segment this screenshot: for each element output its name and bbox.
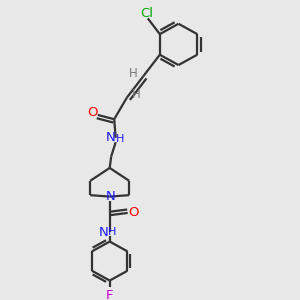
Text: N: N	[105, 190, 115, 203]
Text: F: F	[106, 289, 113, 300]
Text: O: O	[128, 206, 139, 219]
Text: N: N	[99, 226, 109, 238]
Text: N: N	[105, 131, 115, 144]
Text: H: H	[116, 134, 125, 144]
Text: H: H	[129, 67, 138, 80]
Text: Cl: Cl	[140, 7, 153, 20]
Text: O: O	[87, 106, 98, 119]
Text: H: H	[108, 227, 116, 237]
Text: H: H	[132, 88, 141, 101]
